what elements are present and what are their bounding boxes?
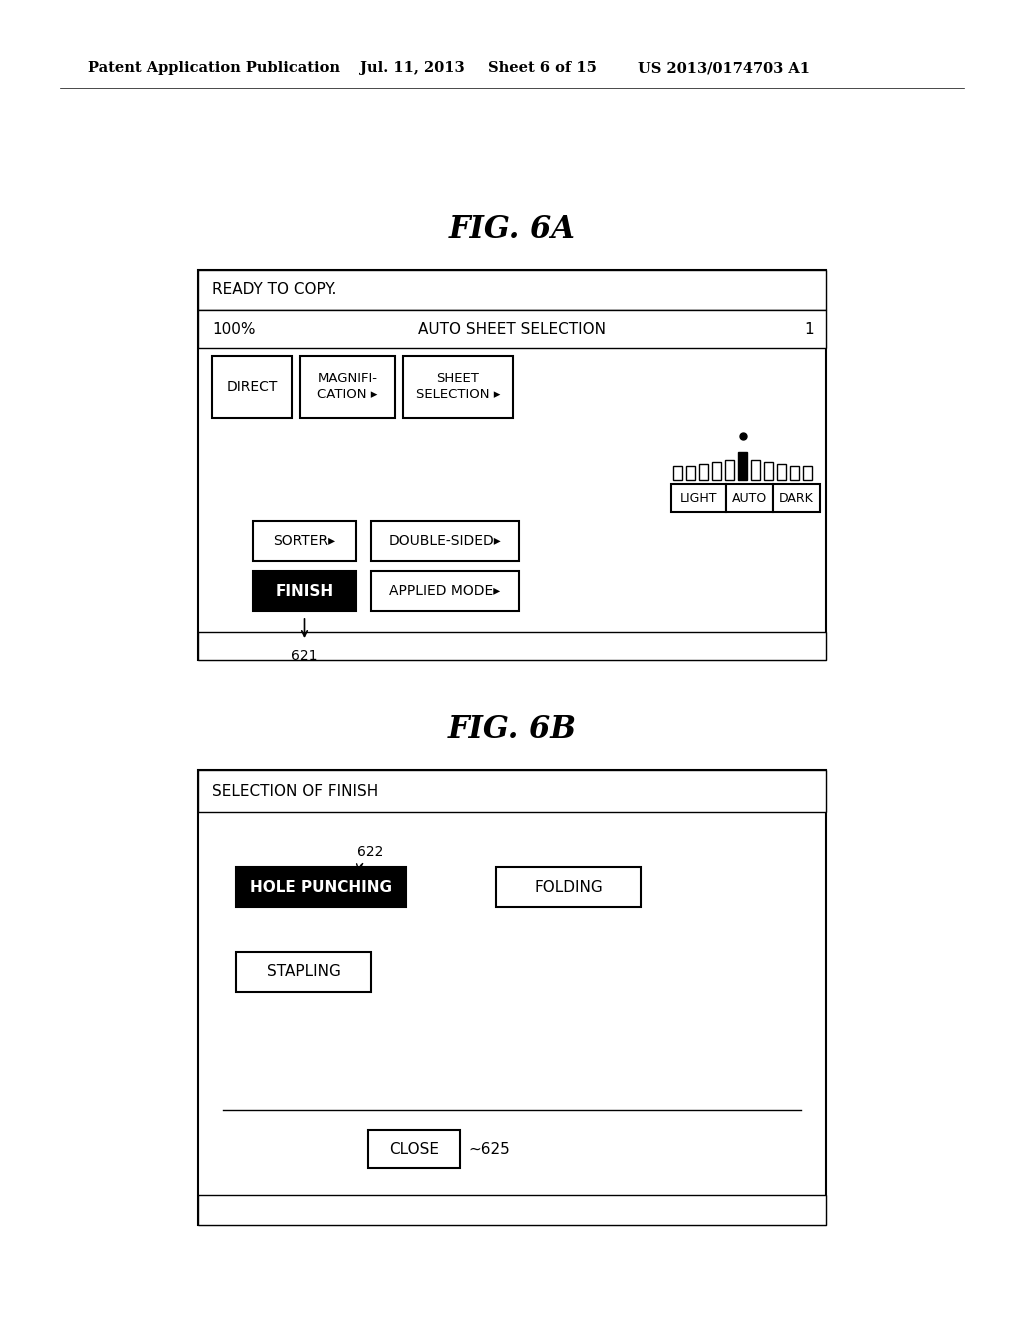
Bar [198,271,826,310]
Text: US 2013/0174703 A1: US 2013/0174703 A1 [638,61,810,75]
Text: Patent Application Publication: Patent Application Publication [88,61,340,75]
Text: CATION ▸: CATION ▸ [317,388,378,401]
Bar [751,459,760,480]
Bar [712,462,721,480]
Bar [764,462,773,480]
Text: ~625: ~625 [468,1142,510,1156]
Text: AUTO SHEET SELECTION: AUTO SHEET SELECTION [418,322,606,337]
Text: 100%: 100% [212,322,256,337]
Bar [699,465,708,480]
Bar [686,466,695,480]
Text: FINISH: FINISH [275,583,334,598]
Text: READY TO COPY.: READY TO COPY. [212,282,336,297]
Text: 622: 622 [356,845,383,859]
Bar [300,356,395,418]
Text: DOUBLE-SIDED▸: DOUBLE-SIDED▸ [389,535,502,548]
Bar [725,459,734,480]
Text: 621: 621 [291,649,317,663]
Text: Sheet 6 of 15: Sheet 6 of 15 [488,61,597,75]
Text: APPLIED MODE▸: APPLIED MODE▸ [389,583,501,598]
Bar [198,271,826,660]
Bar [777,465,786,480]
Bar [673,466,682,480]
Bar [198,1195,826,1225]
Text: SORTER▸: SORTER▸ [273,535,336,548]
Text: STAPLING: STAPLING [266,965,340,979]
Bar [212,356,292,418]
Bar [403,356,513,418]
Bar [368,1130,460,1168]
Text: Jul. 11, 2013: Jul. 11, 2013 [360,61,465,75]
Text: CLOSE: CLOSE [389,1142,439,1156]
Text: FIG. 6B: FIG. 6B [447,714,577,746]
Bar [738,451,746,480]
Text: SELECTION ▸: SELECTION ▸ [416,388,500,401]
Text: LIGHT: LIGHT [680,491,717,504]
Bar [790,466,799,480]
Bar [496,867,641,907]
Text: FOLDING: FOLDING [535,879,603,895]
Bar [198,310,826,348]
Bar [253,521,356,561]
Bar [236,867,406,907]
Bar [671,484,726,512]
Bar [236,952,371,993]
Bar [803,466,812,480]
Bar [198,770,826,812]
Text: SHEET: SHEET [436,372,479,385]
Text: HOLE PUNCHING: HOLE PUNCHING [250,879,392,895]
Text: FIG. 6A: FIG. 6A [449,214,575,246]
Bar [253,572,356,611]
Bar [726,484,773,512]
Text: DARK: DARK [779,491,814,504]
Bar [371,521,519,561]
Text: MAGNIFI-: MAGNIFI- [317,372,378,385]
Bar [198,770,826,1225]
Text: SELECTION OF FINISH: SELECTION OF FINISH [212,784,378,799]
Bar [198,632,826,660]
Text: 1: 1 [805,322,814,337]
Text: DIRECT: DIRECT [226,380,278,393]
Bar [371,572,519,611]
Text: AUTO: AUTO [732,491,767,504]
Bar [773,484,820,512]
